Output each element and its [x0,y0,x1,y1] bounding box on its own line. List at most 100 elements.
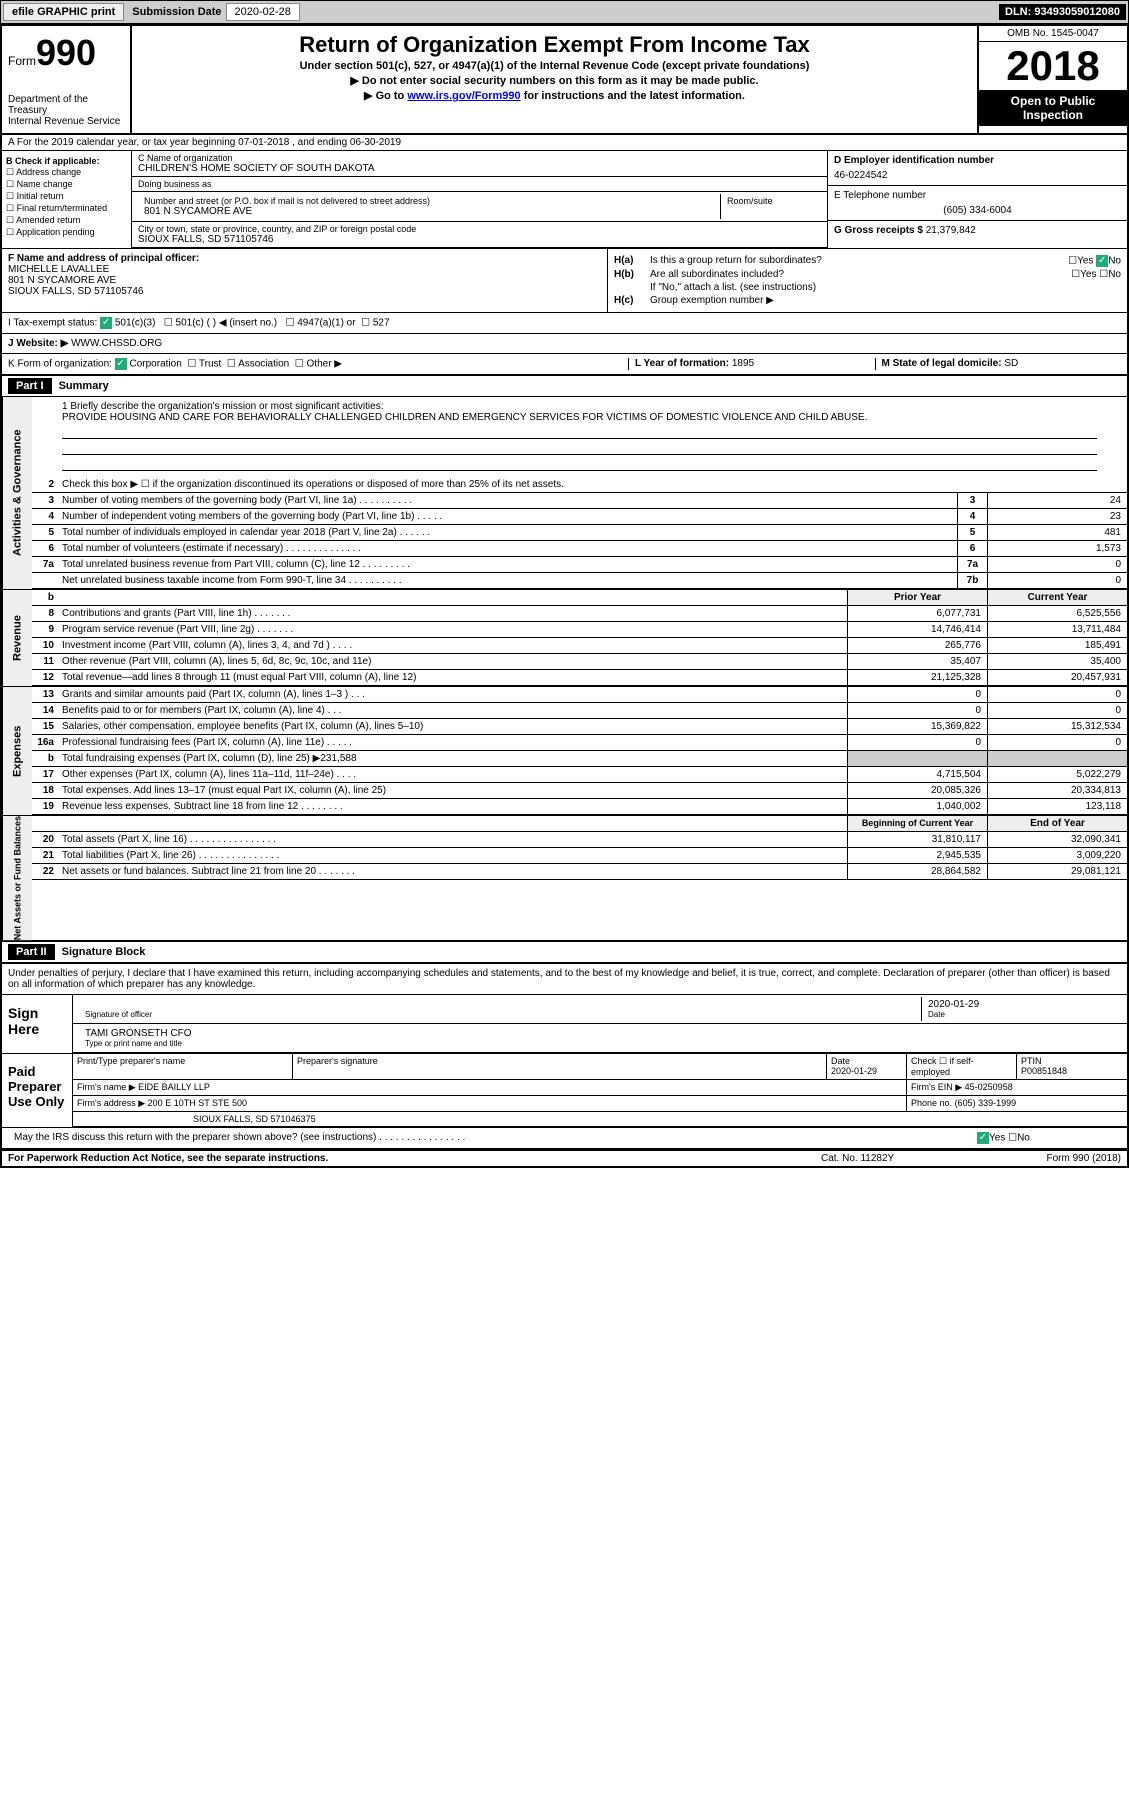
discuss-yes-no[interactable]: ✓Yes ☐No [971,1130,1121,1146]
expenses-label: Expenses [2,687,32,815]
address-box: Number and street (or P.O. box if mail i… [132,192,827,222]
header-left: Form990 Department of the Treasury Inter… [2,26,132,133]
cb-501c3[interactable]: ✓ [100,317,112,329]
form-footer: For Paperwork Reduction Act Notice, see … [2,1150,1127,1166]
exp-line-15: 15Salaries, other compensation, employee… [32,719,1127,735]
header-right: OMB No. 1545-0047 2018 Open to Public In… [977,26,1127,133]
cb-amended-return[interactable]: ☐ Amended return [6,215,127,226]
row-i-tax-exempt: I Tax-exempt status: ✓ 501(c)(3) ☐ 501(c… [2,313,1127,334]
city-state-zip: SIOUX FALLS, SD 571105746 [138,234,821,245]
part-1-header: Part I Summary [2,376,1127,397]
cb-final-return[interactable]: ☐ Final return/terminated [6,203,127,214]
firm-addr2: SIOUX FALLS, SD 571046375 [73,1112,1127,1126]
cb-application-pending[interactable]: ☐ Application pending [6,227,127,238]
efile-print-button[interactable]: efile GRAPHIC print [3,3,124,21]
exp-line-b: bTotal fundraising expenses (Part IX, co… [32,751,1127,767]
form-subtitle-3: ▶ Go to www.irs.gov/Form990 for instruct… [138,89,971,102]
ptin: P00851848 [1021,1066,1123,1076]
exp-line-13: 13Grants and similar amounts paid (Part … [32,687,1127,703]
telephone-value: (605) 334-6004 [834,205,1121,216]
irs-link[interactable]: www.irs.gov/Form990 [407,90,520,102]
cb-address-change[interactable]: ☐ Address change [6,167,127,178]
revenue-header-row: b Prior Year Current Year [32,590,1127,606]
governance-section: Activities & Governance 1 Briefly descri… [2,397,1127,589]
hb-yes-no[interactable]: ☐Yes ☐No [1071,269,1121,280]
discuss-question: May the IRS discuss this return with the… [8,1130,971,1146]
principal-officer: F Name and address of principal officer:… [2,249,607,312]
netassets-section: Net Assets or Fund Balances Beginning of… [2,815,1127,940]
form-subtitle-2: ▶ Do not enter social security numbers o… [138,74,971,87]
rev-line-10: 10Investment income (Part VIII, column (… [32,638,1127,654]
ein-value: 46-0224542 [834,170,1121,181]
netassets-header-row: Beginning of Current Year End of Year [32,816,1127,832]
gov-line-6: 6Total number of volunteers (estimate if… [32,541,1127,557]
form-id-footer: Form 990 (2018) [971,1153,1121,1164]
exp-line-19: 19Revenue less expenses. Subtract line 1… [32,799,1127,815]
firm-name: EIDE BAILLY LLP [138,1082,210,1092]
gov-line-4: 4Number of independent voting members of… [32,509,1127,525]
cb-corporation[interactable]: ✓ [115,358,127,370]
row-a-tax-year: A For the 2019 calendar year, or tax yea… [2,135,1127,151]
col-b-checkboxes: B Check if applicable: ☐ Address change … [2,151,132,248]
revenue-section: Revenue b Prior Year Current Year 8Contr… [2,589,1127,686]
paid-preparer-row: Paid Preparer Use Only Print/Type prepar… [2,1053,1127,1127]
website-value: WWW.CHSSD.ORG [71,338,162,349]
officer-name: MICHELLE LAVALLEE [8,264,601,275]
exp-line-18: 18Total expenses. Add lines 13–17 (must … [32,783,1127,799]
org-name-box: C Name of organization CHILDREN'S HOME S… [132,151,827,177]
form-prefix: Form [8,54,36,68]
perjury-declaration: Under penalties of perjury, I declare th… [2,963,1127,994]
dba-box: Doing business as [132,177,827,192]
ha-yes-no[interactable]: ☐Yes ✓No [1068,255,1121,267]
dept-label: Department of the Treasury Internal Reve… [8,94,124,127]
exp-line-14: 14Benefits paid to or for members (Part … [32,703,1127,719]
section-h: H(a) Is this a group return for subordin… [607,249,1127,312]
gross-receipts-box: G Gross receipts $ 21,379,842 [828,221,1127,240]
omb-number: OMB No. 1545-0047 [979,26,1127,42]
gov-line-5: 5Total number of individuals employed in… [32,525,1127,541]
expenses-section: Expenses 13Grants and similar amounts pa… [2,686,1127,815]
header-middle: Return of Organization Exempt From Incom… [132,26,977,133]
dln: DLN: 93493059012080 [999,4,1126,20]
cb-name-change[interactable]: ☐ Name change [6,179,127,190]
street-address: 801 N SYCAMORE AVE [144,206,714,217]
firm-phone: (605) 339-1999 [955,1098,1017,1108]
officer-sig-name: TAMI GRONSETH CFO [85,1028,1115,1039]
officer-addr1: 801 N SYCAMORE AVE [8,275,601,286]
signature-section: Under penalties of perjury, I declare th… [2,963,1127,1150]
cat-no: Cat. No. 11282Y [821,1153,971,1164]
section-f-h: F Name and address of principal officer:… [2,249,1127,313]
col-b-header: B Check if applicable: [6,156,127,166]
prep-date: 2020-01-29 [831,1066,902,1076]
gov-line-7b: Net unrelated business taxable income fr… [32,573,1127,589]
net-line-22: 22Net assets or fund balances. Subtract … [32,864,1127,880]
submission-date: 2020-02-28 [226,3,300,21]
rev-line-8: 8Contributions and grants (Part VIII, li… [32,606,1127,622]
revenue-label: Revenue [2,590,32,686]
telephone-box: E Telephone number (605) 334-6004 [828,186,1127,221]
paperwork-notice: For Paperwork Reduction Act Notice, see … [8,1153,821,1164]
sign-here-row: Sign Here Signature of officer 2020-01-2… [2,994,1127,1053]
col-c-org-info: C Name of organization CHILDREN'S HOME S… [132,151,827,248]
row-j-website: J Website: ▶ WWW.CHSSD.ORG [2,334,1127,354]
open-to-public: Open to Public Inspection [979,90,1127,126]
form-subtitle-1: Under section 501(c), 527, or 4947(a)(1)… [138,60,971,72]
org-name: CHILDREN'S HOME SOCIETY OF SOUTH DAKOTA [138,163,821,174]
rev-line-12: 12Total revenue—add lines 8 through 11 (… [32,670,1127,686]
gov-line-3: 3Number of voting members of the governi… [32,493,1127,509]
exp-line-17: 17Other expenses (Part IX, column (A), l… [32,767,1127,783]
firm-ein: 45-0250958 [965,1082,1013,1092]
form-container: Form990 Department of the Treasury Inter… [0,24,1129,1168]
net-line-21: 21Total liabilities (Part X, line 26) . … [32,848,1127,864]
ein-box: D Employer identification number 46-0224… [828,151,1127,186]
mission-text: PROVIDE HOUSING AND CARE FOR BEHAVIORALL… [62,412,1097,423]
rev-line-11: 11Other revenue (Part VIII, column (A), … [32,654,1127,670]
exp-line-16a: 16aProfessional fundraising fees (Part I… [32,735,1127,751]
tax-year: 2018 [979,42,1127,90]
cb-initial-return[interactable]: ☐ Initial return [6,191,127,202]
form-number: 990 [36,32,96,73]
year-formation: L Year of formation: 1895 [628,358,875,370]
gross-receipts-value: 21,379,842 [926,225,976,236]
submission-date-label: Submission Date [132,6,221,18]
col-d-right: D Employer identification number 46-0224… [827,151,1127,248]
